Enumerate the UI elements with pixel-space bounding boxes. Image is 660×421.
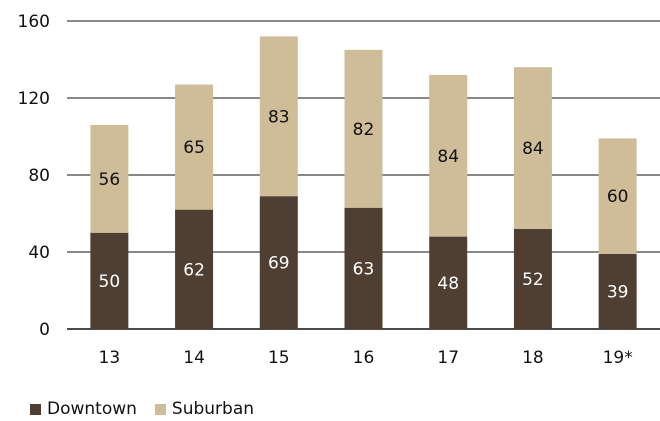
x-tick-label-13: 13 [99,348,121,368]
y-tick-label-160: 160 [18,12,50,32]
data-label-suburban-13: 56 [99,170,121,190]
legend: Downtown Suburban [30,399,272,419]
bar-downtown-15 [259,196,298,329]
data-label-suburban-15: 83 [268,107,290,127]
y-tick-label-0: 0 [39,320,50,340]
bar-downtown-13 [90,232,129,329]
data-label-downtown-18: 52 [522,270,544,290]
x-tick-label-16: 16 [353,348,375,368]
legend-swatch-suburban [154,403,166,415]
y-tick-label-80: 80 [28,166,50,186]
x-tick-label-17: 17 [437,348,459,368]
data-label-suburban-17: 84 [437,147,459,167]
data-label-downtown-15: 69 [268,254,290,274]
bar-downtown-19* [598,253,637,329]
bar-suburban-19* [598,138,637,254]
x-tick-label-18: 18 [522,348,544,368]
bar-downtown-18 [513,228,552,329]
data-label-downtown-19*: 39 [607,282,629,302]
x-tick-label-14: 14 [183,348,205,368]
legend-swatch-downtown [30,403,41,415]
data-label-suburban-14: 65 [183,138,205,158]
data-label-downtown-17: 48 [437,274,459,294]
bar-suburban-16 [344,49,383,208]
legend-item-suburban: Suburban [154,399,255,419]
x-tick-label-19*: 19* [603,348,633,368]
bar-downtown-14 [175,209,214,329]
data-label-suburban-19*: 60 [607,187,629,207]
bar-downtown-17 [429,236,468,329]
bar-suburban-15 [259,36,298,197]
bar-downtown-16 [344,207,383,329]
legend-item-downtown: Downtown [30,399,137,419]
data-label-suburban-16: 82 [353,120,375,140]
legend-label-downtown: Downtown [47,399,137,419]
data-label-downtown-13: 50 [99,272,121,292]
bar-suburban-18 [513,67,552,229]
data-label-downtown-16: 63 [353,259,375,279]
data-label-suburban-18: 84 [522,139,544,159]
legend-label-suburban: Suburban [171,399,255,419]
x-tick-label-15: 15 [268,348,290,368]
bar-suburban-13 [90,124,129,233]
bar-suburban-14 [175,84,214,210]
y-tick-label-120: 120 [18,89,50,109]
y-tick-label-40: 40 [28,243,50,263]
data-label-downtown-14: 62 [183,260,205,280]
bar-suburban-17 [429,74,468,237]
